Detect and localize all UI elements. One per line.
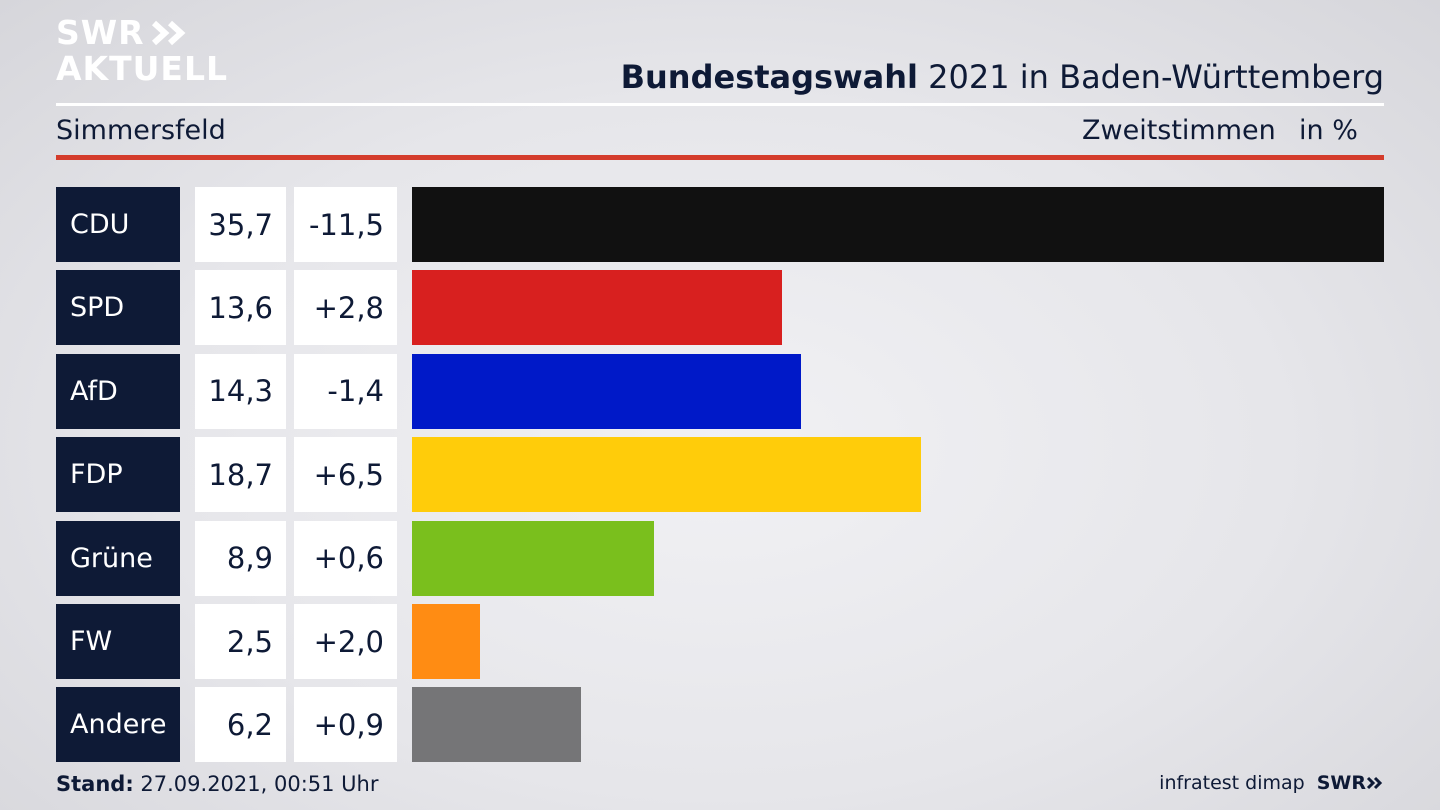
result-row: Andere 6,2 +0,9 (56, 687, 1384, 763)
party-label: Grüne (56, 520, 180, 596)
bar (412, 187, 1384, 262)
party-label: FW (56, 604, 180, 679)
vote-share-value: 14,3 (195, 353, 286, 429)
bar (412, 604, 481, 679)
chevrons-icon (1366, 776, 1383, 790)
change-value: +6,5 (294, 437, 397, 513)
vote-share-value: 6,2 (195, 687, 286, 763)
location-label: Simmersfeld (56, 115, 226, 146)
accent-divider (56, 155, 1384, 160)
source-label: infratest dimap (1159, 772, 1305, 794)
party-label: SPD (56, 270, 180, 346)
party-label: FDP (56, 437, 180, 513)
vote-share-value: 8,9 (195, 520, 286, 596)
source-credit: infratest dimap SWR (1159, 772, 1384, 794)
result-row: CDU 35,7 -11,5 (56, 187, 1384, 262)
bar (412, 437, 922, 513)
footer-brand: SWR (1316, 772, 1366, 794)
logo-line2: AKTUELL (56, 49, 229, 88)
result-row: SPD 13,6 +2,8 (56, 270, 1384, 346)
title-rest: 2021 in Baden-Württemberg (917, 58, 1384, 96)
header-divider (56, 103, 1384, 106)
vote-share-value: 2,5 (195, 604, 286, 679)
vote-share-value: 13,6 (195, 270, 286, 346)
title-bold: Bundestagswahl (620, 58, 918, 96)
chevrons-icon (151, 20, 186, 45)
unit-label: in % (1299, 115, 1358, 146)
stand-label: Stand: (56, 772, 134, 796)
vote-share-value: 18,7 (195, 437, 286, 513)
page-title: Bundestagswahl 2021 in Baden-Württemberg (621, 58, 1384, 96)
result-row: Grüne 8,9 +0,6 (56, 520, 1384, 596)
change-value: +0,6 (294, 520, 397, 596)
measure-label: Zweitstimmen (1082, 115, 1276, 146)
result-row: AfD 14,3 -1,4 (56, 353, 1384, 429)
party-label: Andere (56, 687, 180, 763)
result-row: FW 2,5 +2,0 (56, 604, 1384, 679)
logo-line1: SWR (56, 13, 145, 52)
bar (412, 270, 783, 346)
stand-value: 27.09.2021, 00:51 Uhr (133, 772, 379, 796)
bar (412, 520, 655, 596)
change-value: +2,8 (294, 270, 397, 346)
party-label: CDU (56, 187, 180, 262)
change-value: -11,5 (294, 187, 397, 262)
result-row: FDP 18,7 +6,5 (56, 437, 1384, 513)
bar (412, 353, 802, 429)
swr-footer-logo: SWR (1317, 772, 1384, 794)
change-value: -1,4 (294, 353, 397, 429)
timestamp: Stand: 27.09.2021, 00:51 Uhr (56, 772, 379, 796)
change-value: +0,9 (294, 687, 397, 763)
vote-share-value: 35,7 (195, 187, 286, 262)
swr-aktuell-logo: SWR AKTUELL (56, 16, 228, 85)
bar (412, 687, 581, 763)
party-label: AfD (56, 353, 180, 429)
change-value: +2,0 (294, 604, 397, 679)
